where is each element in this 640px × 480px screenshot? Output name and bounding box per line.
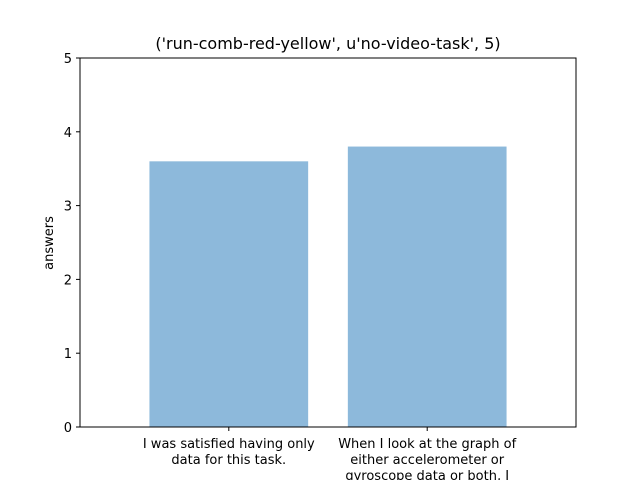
y-axis: 0 1 2 3 4 5 [64, 52, 80, 436]
bars-group [149, 146, 507, 427]
plot-frame [79, 57, 577, 428]
y-tick-label: 4 [64, 126, 72, 141]
bar-1 [149, 161, 309, 427]
y-tick-label: 2 [64, 273, 72, 288]
y-tick-label: 3 [64, 200, 72, 215]
x-axis: I was satisfied having only data for this… [143, 427, 517, 480]
y-tick-label: 0 [64, 421, 72, 436]
y-axis-label: answers [42, 216, 57, 270]
x-tick-label-1: I was satisfied having only data for this… [143, 437, 315, 468]
bar-2 [347, 146, 507, 427]
y-tick-label: 1 [64, 347, 72, 362]
y-tick-label: 5 [64, 52, 72, 67]
x-tick-label-2: When I look at the graph of either accele… [338, 437, 516, 480]
chart-title: ('run-comb-red-yellow', u'no-video-task'… [155, 34, 500, 53]
